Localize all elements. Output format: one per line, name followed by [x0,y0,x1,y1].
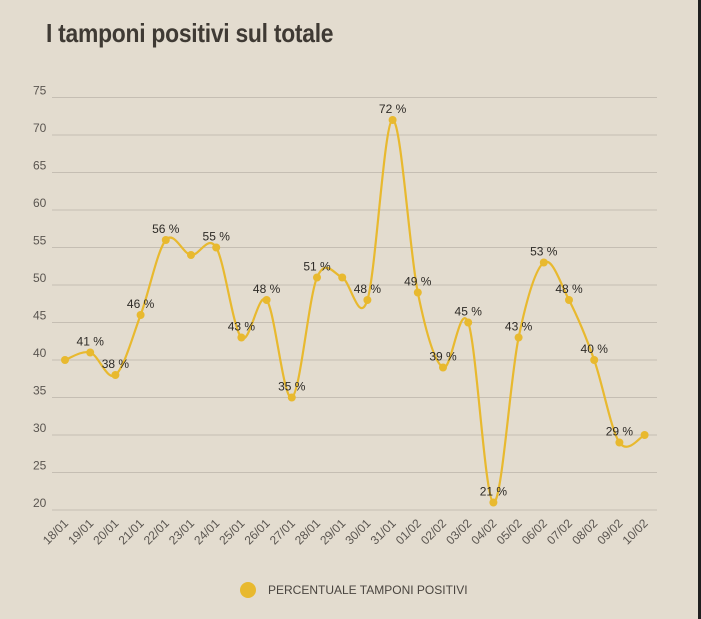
data-point [287,393,296,402]
x-tick-label: 18/01 [40,516,71,547]
x-tick-label: 22/01 [141,516,172,547]
x-tick-label: 29/01 [317,516,348,547]
data-point [615,438,624,447]
x-tick-label: 19/01 [65,516,96,547]
y-tick-label: 30 [33,421,47,435]
data-point [136,311,145,319]
data-label: 45 % [455,305,483,319]
x-tick-label: 10/02 [620,516,651,547]
y-tick-label: 75 [33,84,47,98]
data-label: 39 % [429,350,457,364]
data-point [363,296,372,304]
data-point [413,288,422,297]
x-tick-label: 05/02 [494,516,525,547]
data-label: 49 % [404,275,432,289]
y-tick-label: 60 [33,196,47,210]
data-label: 41 % [77,335,105,349]
data-point [237,333,246,342]
y-tick-label: 20 [33,496,47,510]
x-tick-label: 03/02 [443,516,474,547]
y-tick-label: 45 [33,309,47,323]
data-point [539,258,548,267]
y-tick-label: 65 [33,159,47,173]
data-point [640,431,649,439]
data-label: 51 % [303,260,331,274]
data-point [464,318,473,327]
y-tick-label: 55 [33,234,47,248]
data-point [565,296,573,304]
data-point [262,296,271,304]
data-point [439,363,447,372]
data-point [590,356,599,364]
x-tick-label: 28/01 [292,516,323,547]
data-point [111,371,120,379]
x-tick-label: 27/01 [267,516,298,547]
data-point [489,498,498,507]
data-label: 48 % [555,282,583,296]
data-label: 21 % [480,485,508,499]
window-edge [698,0,701,619]
x-tick-label: 04/02 [468,516,499,547]
legend: PERCENTUALE TAMPONI POSITIVI [240,582,468,598]
x-tick-label: 21/01 [116,516,147,547]
data-point [313,273,321,282]
x-tick-label: 23/01 [166,516,197,547]
x-tick-label: 02/02 [418,516,449,547]
y-tick-label: 25 [33,459,47,473]
data-label: 35 % [278,380,306,394]
x-tick-label: 31/01 [368,516,399,547]
x-tick-label: 01/02 [393,516,424,547]
x-tick-label: 06/02 [519,516,550,547]
data-point [514,333,523,342]
data-point [86,348,95,357]
y-tick-label: 70 [33,121,47,135]
y-tick-label: 50 [33,271,47,285]
legend-swatch-icon [240,582,256,598]
data-label: 55 % [203,230,231,244]
data-label: 56 % [152,222,180,236]
data-label: 72 % [379,102,407,116]
x-tick-label: 26/01 [242,516,273,547]
data-label: 53 % [530,245,558,259]
data-point [61,356,69,364]
data-label: 40 % [581,342,609,356]
data-point [212,243,221,252]
x-tick-label: 08/02 [569,516,600,547]
data-point [187,251,195,259]
x-tick-label: 07/02 [544,516,575,547]
data-label: 38 % [102,357,130,371]
data-label: 43 % [505,320,533,334]
x-tick-label: 25/01 [216,516,247,547]
x-tick-label: 09/02 [594,516,625,547]
y-tick-label: 35 [33,384,47,398]
data-label: 48 % [354,282,382,296]
data-point [338,273,347,282]
data-label: 29 % [606,425,634,439]
x-tick-label: 30/01 [342,516,373,547]
x-tick-label: 24/01 [191,516,222,547]
data-label: 43 % [228,320,256,334]
x-tick-label: 20/01 [90,516,121,547]
data-point [388,116,397,124]
y-tick-label: 40 [33,346,47,360]
data-label: 46 % [127,297,155,311]
legend-label: PERCENTUALE TAMPONI POSITIVI [268,583,468,597]
chart-title: I tamponi positivi sul totale [46,18,334,48]
series-line [64,118,646,504]
data-point [161,236,170,244]
data-label: 48 % [253,282,281,296]
